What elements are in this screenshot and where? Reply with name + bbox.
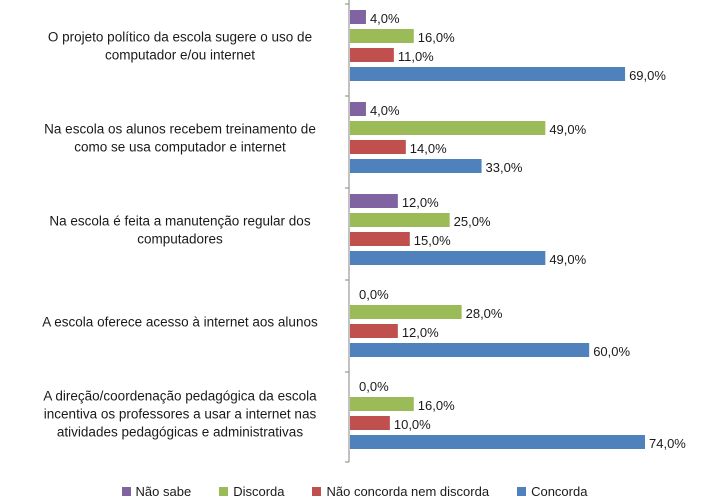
legend-label-nao-sabe: Não sabe (135, 483, 192, 499)
data-label-nao-sabe-2: 4,0% (370, 103, 400, 118)
data-label-discorda-2: 49,0% (549, 122, 586, 137)
category-label-3: Na escola é feita a manutenção regular d… (49, 214, 310, 247)
legend-swatch-nao-concorda-nem-discorda (312, 486, 322, 496)
category-label-5: A direção/coordenação pedagógica da esco… (43, 389, 317, 440)
bar-discorda-4 (350, 305, 462, 319)
legend-label-discorda: Discorda (233, 483, 285, 499)
legend-item-nao-sabe: Não sabe (121, 482, 192, 500)
data-label-nao-concorda-nem-discorda-4: 12,0% (402, 325, 439, 340)
data-label-nao-sabe-4: 0,0% (359, 287, 389, 302)
bar-discorda-1 (350, 29, 414, 43)
data-label-concorda-5: 74,0% (649, 436, 686, 451)
data-label-discorda-3: 25,0% (454, 214, 491, 229)
bar-chart: O projeto político da escola sugere o us… (42, 0, 686, 463)
data-label-nao-concorda-nem-discorda-3: 15,0% (414, 233, 451, 248)
bar-concorda-5 (350, 435, 645, 449)
data-label-concorda-3: 49,0% (549, 252, 586, 267)
data-label-concorda-1: 69,0% (629, 68, 666, 83)
legend-item-nao-concorda-nem-discorda: Não concorda nem discorda (312, 482, 489, 500)
category-label-2: Na escola os alunos recebem treinamento … (44, 122, 316, 155)
legend-label-nao-concorda-nem-discorda: Não concorda nem discorda (326, 483, 490, 499)
bar-nao-concorda-nem-discorda-1 (350, 48, 394, 62)
legend-swatch-nao-sabe (121, 486, 131, 496)
bar-discorda-2 (350, 121, 546, 135)
data-label-discorda-1: 16,0% (418, 30, 455, 45)
data-label-nao-sabe-1: 4,0% (370, 11, 400, 26)
data-label-concorda-2: 33,0% (486, 160, 523, 175)
category-label-1: O projeto político da escola sugere o us… (48, 30, 312, 63)
bar-concorda-3 (350, 251, 546, 265)
bar-nao-sabe-1 (350, 10, 366, 24)
data-label-nao-concorda-nem-discorda-2: 14,0% (410, 141, 447, 156)
bar-concorda-4 (350, 343, 590, 357)
data-label-nao-concorda-nem-discorda-1: 11,0% (398, 49, 434, 64)
data-label-discorda-5: 16,0% (418, 398, 455, 413)
chart-legend: Não sabe Discorda Não concorda nem disco… (0, 482, 709, 500)
legend-item-discorda: Discorda (219, 482, 284, 500)
bar-concorda-1 (350, 67, 626, 81)
legend-label-concorda: Concorda (531, 483, 588, 499)
data-label-nao-sabe-5: 0,0% (359, 379, 389, 394)
data-label-discorda-4: 28,0% (466, 306, 503, 321)
bar-discorda-3 (350, 213, 450, 227)
category-label-4: A escola oferece acesso à internet aos a… (42, 315, 318, 330)
data-label-concorda-4: 60,0% (593, 344, 630, 359)
bar-nao-concorda-nem-discorda-4 (350, 324, 398, 338)
bar-nao-concorda-nem-discorda-3 (350, 232, 410, 246)
bar-nao-concorda-nem-discorda-2 (350, 140, 406, 154)
legend-item-concorda: Concorda (517, 482, 587, 500)
bar-concorda-2 (350, 159, 482, 173)
bar-nao-concorda-nem-discorda-5 (350, 416, 390, 430)
data-label-nao-concorda-nem-discorda-5: 10,0% (394, 417, 431, 432)
data-label-nao-sabe-3: 12,0% (402, 195, 439, 210)
bar-nao-sabe-3 (350, 194, 398, 208)
bar-discorda-5 (350, 397, 414, 411)
legend-swatch-concorda (517, 486, 527, 496)
legend-swatch-discorda (219, 486, 229, 496)
bar-nao-sabe-2 (350, 102, 366, 116)
